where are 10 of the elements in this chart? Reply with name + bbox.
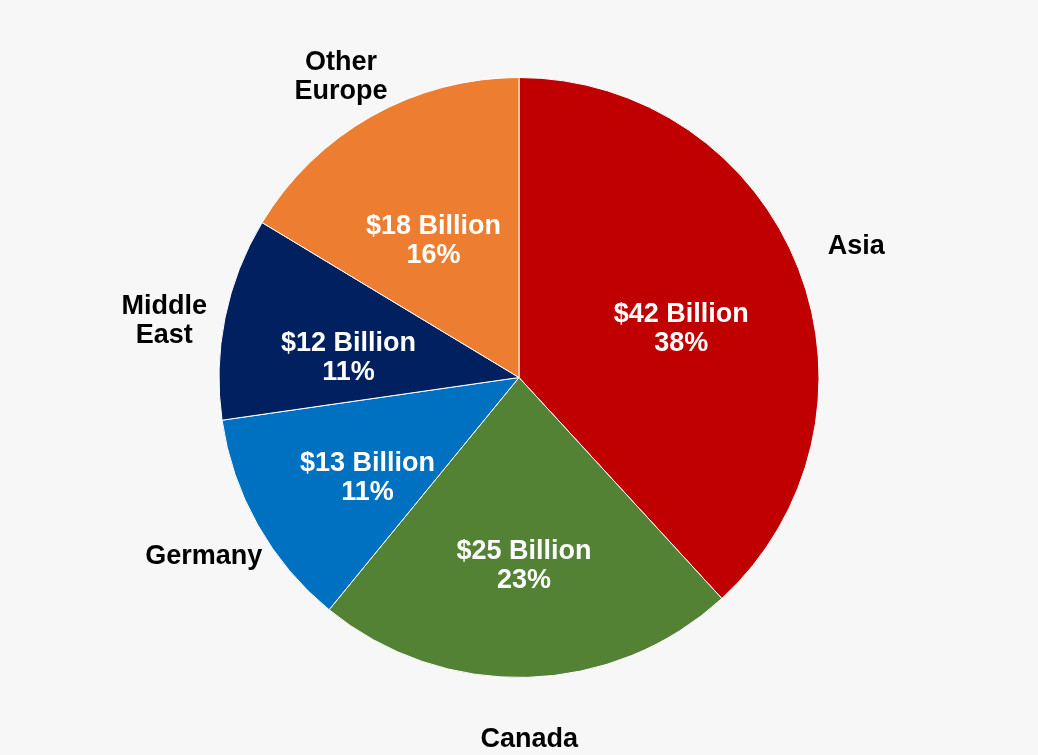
data-label: $12 Billion 11%: [280, 326, 416, 386]
data-label: $25 Billion 23%: [456, 535, 592, 595]
data-label: $18 Billion 16%: [365, 209, 501, 269]
slice-label: Asia: [827, 230, 886, 261]
data-label: $42 Billion 38%: [613, 298, 749, 358]
data-label: $13 Billion 11%: [299, 447, 436, 507]
slice-label: Other Europe: [294, 46, 388, 106]
slice-label: Germany: [145, 539, 263, 570]
slice-label: Canada: [480, 723, 580, 754]
slice-label: Middle East: [121, 289, 207, 349]
